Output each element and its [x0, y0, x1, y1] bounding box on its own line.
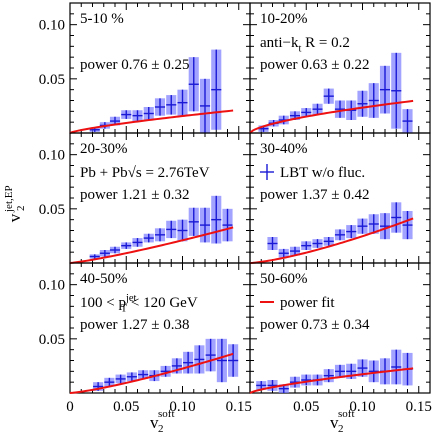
x-tick-label: 0.15: [406, 399, 432, 415]
x-axis-label-sub: 2: [158, 423, 164, 435]
panel-label: 10-20%: [260, 11, 308, 27]
fit-curve: [249, 367, 414, 394]
panel-power: power 1.37 ± 0.42: [260, 187, 369, 203]
panel-power: power 1.21 ± 0.32: [80, 187, 189, 203]
y-tick-label: 0.10: [39, 18, 65, 34]
panel-1: 0.05 0.10 5-10 % power 0.76 ± 0.25: [39, 2, 251, 134]
x-tick-label: 0.05: [293, 399, 319, 415]
fit-curve: [69, 352, 234, 394]
panel-5: 0.05 0.10 40-50% 100 < pjet T < 120 GeV power…: [39, 262, 252, 435]
y-tick-label: 0.05: [39, 202, 65, 218]
y-axis-title: v 2 jet,EP: [3, 185, 27, 222]
panel-label: 5-10 %: [80, 11, 124, 27]
fit-curve: [69, 226, 234, 264]
legend-entry: power fit: [260, 295, 335, 311]
fit-curve: [249, 99, 414, 134]
y-tick-label: 0.10: [39, 148, 65, 164]
y-tick-label: 0.05: [39, 72, 65, 88]
legend-label: power fit: [280, 295, 335, 311]
fit-curve: [69, 109, 234, 134]
panel-3: 0.05 0.10 20-30% Pb + Pb√s = 2.76TeV power 1…: [39, 132, 251, 264]
x-axis-title: v 2 soft: [150, 408, 175, 435]
x-axis-label-sup: soft: [158, 408, 175, 420]
panel-label: 40-50%: [80, 271, 128, 287]
panel-annotation: 100 < pjet T < 120 GeV: [80, 293, 198, 315]
legend-label: LBT w/o fluc.: [280, 165, 365, 181]
y-tick-label: 0.05: [39, 332, 65, 348]
panel-power: power 1.27 ± 0.38: [80, 317, 189, 333]
x-axis-label-sub: 2: [338, 423, 344, 435]
y-tick-label: 0.10: [39, 278, 65, 294]
x-tick-label: 0.15: [226, 399, 252, 415]
y-axis-label: v: [5, 213, 24, 222]
panel-power: power 0.76 ± 0.25: [80, 57, 189, 73]
panel-annotation: Pb + Pb√s = 2.76TeV: [80, 165, 210, 181]
y-axis-label-sub: 2: [15, 206, 27, 212]
x-axis-label-sup: soft: [338, 408, 355, 420]
legend-entry: LBT w/o fluc.: [260, 164, 365, 181]
panel-power: power 0.63 ± 0.22: [260, 57, 369, 73]
panel-4: 30-40% LBT w/o fluc. power 1.37 ± 0.42: [249, 132, 431, 264]
x-axis-label: v: [330, 413, 339, 432]
x-tick-label: 0: [66, 399, 74, 415]
y-axis-label-sup: jet,EP: [3, 185, 15, 213]
fit-curve: [249, 217, 414, 264]
panel-annotation: anti−kt R = 0.2: [260, 35, 350, 55]
panel-label: 20-30%: [80, 141, 128, 157]
panel-power: power 0.73 ± 0.34: [260, 317, 370, 333]
panel-6: 50-60% power fit power 0.73 ± 0.34 0.05 0.10…: [249, 262, 432, 435]
x-axis-label: v: [150, 413, 159, 432]
x-axis-title: v 2 soft: [330, 408, 355, 435]
x-tick-label: 0.10: [169, 399, 195, 415]
x-tick-label: 0.05: [113, 399, 139, 415]
panel-2: 10-20% anti−kt R = 0.2 power 0.63 ± 0.22: [249, 2, 431, 134]
panel-label: 30-40%: [260, 141, 308, 157]
panel-label: 50-60%: [260, 271, 308, 287]
x-tick-label: 0.10: [349, 399, 375, 415]
